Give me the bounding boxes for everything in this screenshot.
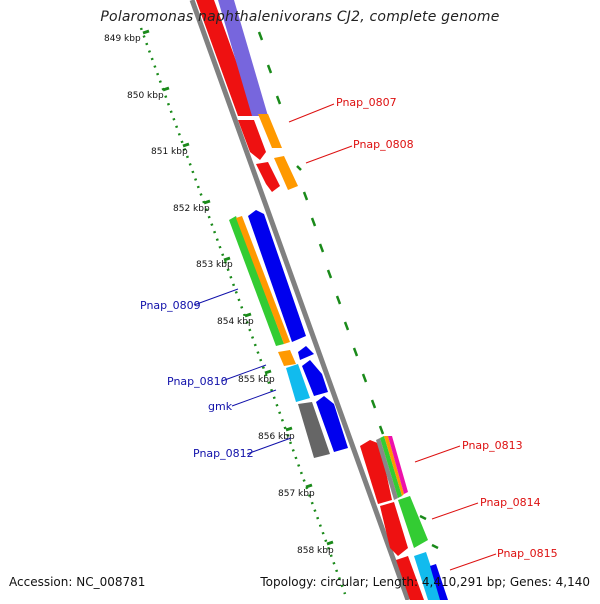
backbone (189, 0, 411, 601)
gene-label-gmk[interactable]: gmk (208, 400, 233, 413)
outer-tick (318, 243, 325, 253)
gene-orange-stripe-2[interactable] (384, 436, 404, 496)
gene-orange-0807[interactable] (258, 114, 282, 148)
scale-label-858: 858 kbp (297, 546, 334, 556)
scale-tick (326, 540, 334, 546)
gene-label-pnap-0809[interactable]: Pnap_0809 (140, 299, 201, 312)
scale-tick (305, 483, 313, 489)
gene-orange-small[interactable] (278, 350, 296, 366)
gene-label-pnap-0812[interactable]: Pnap_0812 (193, 447, 254, 460)
scale-tick (182, 142, 190, 148)
outer-tick (335, 295, 342, 305)
gene-cyan-0815[interactable] (414, 552, 442, 600)
leader-pnap-0808 (305, 145, 353, 164)
outer-tick (352, 347, 359, 357)
leader-gmk (231, 389, 277, 407)
outer-tick (419, 514, 427, 521)
gene-green-0814[interactable] (398, 496, 428, 548)
gene-cyan-gmk[interactable] (286, 364, 310, 402)
gene-label-pnap-0814[interactable]: Pnap_0814 (480, 496, 541, 509)
backbone-line (189, 0, 411, 601)
gene-label-pnap-0808[interactable]: Pnap_0808 (353, 138, 414, 151)
leader-pnap-0810 (221, 364, 267, 382)
outer-ruler (257, 31, 439, 550)
leader-pnap-0813 (414, 445, 461, 463)
gene-green-stripe[interactable] (380, 436, 402, 498)
scale-label-856: 856 kbp (258, 432, 295, 442)
leader-lines (193, 103, 497, 571)
leader-pnap-0809 (193, 288, 239, 306)
scale-tick (244, 312, 252, 318)
gene-labels: Pnap_0807 Pnap_0808 Pnap_0813 Pnap_0814 … (140, 96, 558, 560)
scale-label-852: 852 kbp (173, 204, 210, 214)
gene-red-bottom[interactable] (396, 556, 424, 600)
gene-blue-small[interactable] (298, 346, 314, 360)
outer-tick (257, 31, 264, 41)
outer-tick (378, 425, 385, 435)
gene-label-pnap-0815[interactable]: Pnap_0815 (497, 547, 558, 560)
scale-tick (285, 426, 293, 432)
accession-text: Accession: NC_008781 (9, 575, 146, 589)
gene-green-0809[interactable] (229, 216, 284, 346)
scale-label-854: 854 kbp (217, 317, 254, 327)
leader-pnap-0807 (288, 103, 335, 123)
scale-label-849: 849 kbp (104, 34, 141, 44)
gene-red-top[interactable] (196, 0, 256, 116)
scale-ticks (142, 29, 334, 546)
outer-tick (361, 373, 368, 383)
gene-red-arrow-3[interactable] (380, 502, 408, 556)
scale-tick (203, 199, 211, 205)
gene-orange-0808[interactable] (274, 156, 298, 190)
map-title: Polaromonas naphthalenivorans CJ2, compl… (100, 9, 500, 25)
scale-tick (223, 256, 231, 262)
gene-features (196, 0, 448, 600)
gene-blue-long[interactable] (248, 210, 306, 342)
scale-labels: 849 kbp 850 kbp 851 kbp 852 kbp 853 kbp … (104, 34, 334, 556)
gene-blue-lower[interactable] (316, 396, 348, 452)
leader-pnap-0814 (431, 502, 479, 520)
outer-tick (370, 399, 377, 409)
gene-orange-stripe[interactable] (236, 216, 290, 344)
leader-pnap-0815 (449, 553, 497, 571)
scale-label-855: 855 kbp (238, 375, 275, 385)
scale-tick (142, 29, 150, 35)
gene-blue-bottom[interactable] (430, 564, 448, 600)
outer-tick (266, 64, 273, 74)
scale-ruler: 849 kbp 850 kbp 851 kbp 852 kbp 853 kbp … (104, 27, 347, 595)
gene-blue-mid[interactable] (302, 360, 328, 396)
gene-gray-stripe[interactable] (376, 438, 398, 500)
outer-tick (296, 165, 302, 171)
outer-tick (275, 95, 282, 105)
gene-label-pnap-0807[interactable]: Pnap_0807 (336, 96, 397, 109)
leader-pnap-0812 (246, 437, 292, 455)
genome-summary: Topology: circular; Length: 4,410,291 bp… (260, 575, 590, 589)
scale-label-857: 857 kbp (278, 489, 315, 499)
scale-tick (264, 369, 272, 375)
gene-purple-top[interactable] (218, 0, 268, 116)
outer-tick (310, 217, 317, 227)
gene-label-pnap-0810[interactable]: Pnap_0810 (167, 375, 228, 388)
outer-tick (326, 269, 333, 279)
scale-label-851: 851 kbp (151, 147, 188, 157)
gene-red-arrow-2[interactable] (256, 162, 280, 192)
scale-label-853: 853 kbp (196, 260, 233, 270)
scale-tick (162, 86, 170, 92)
gene-red-arrow-1[interactable] (238, 120, 266, 160)
outer-tick (302, 191, 309, 201)
gene-magenta-stripe[interactable] (388, 436, 408, 494)
scale-label-850: 850 kbp (127, 91, 164, 101)
gene-red-0813[interactable] (360, 440, 392, 504)
gene-label-pnap-0813[interactable]: Pnap_0813 (462, 439, 523, 452)
gene-gray-0812[interactable] (298, 402, 330, 458)
outer-tick (343, 321, 350, 331)
outer-tick (431, 543, 439, 550)
